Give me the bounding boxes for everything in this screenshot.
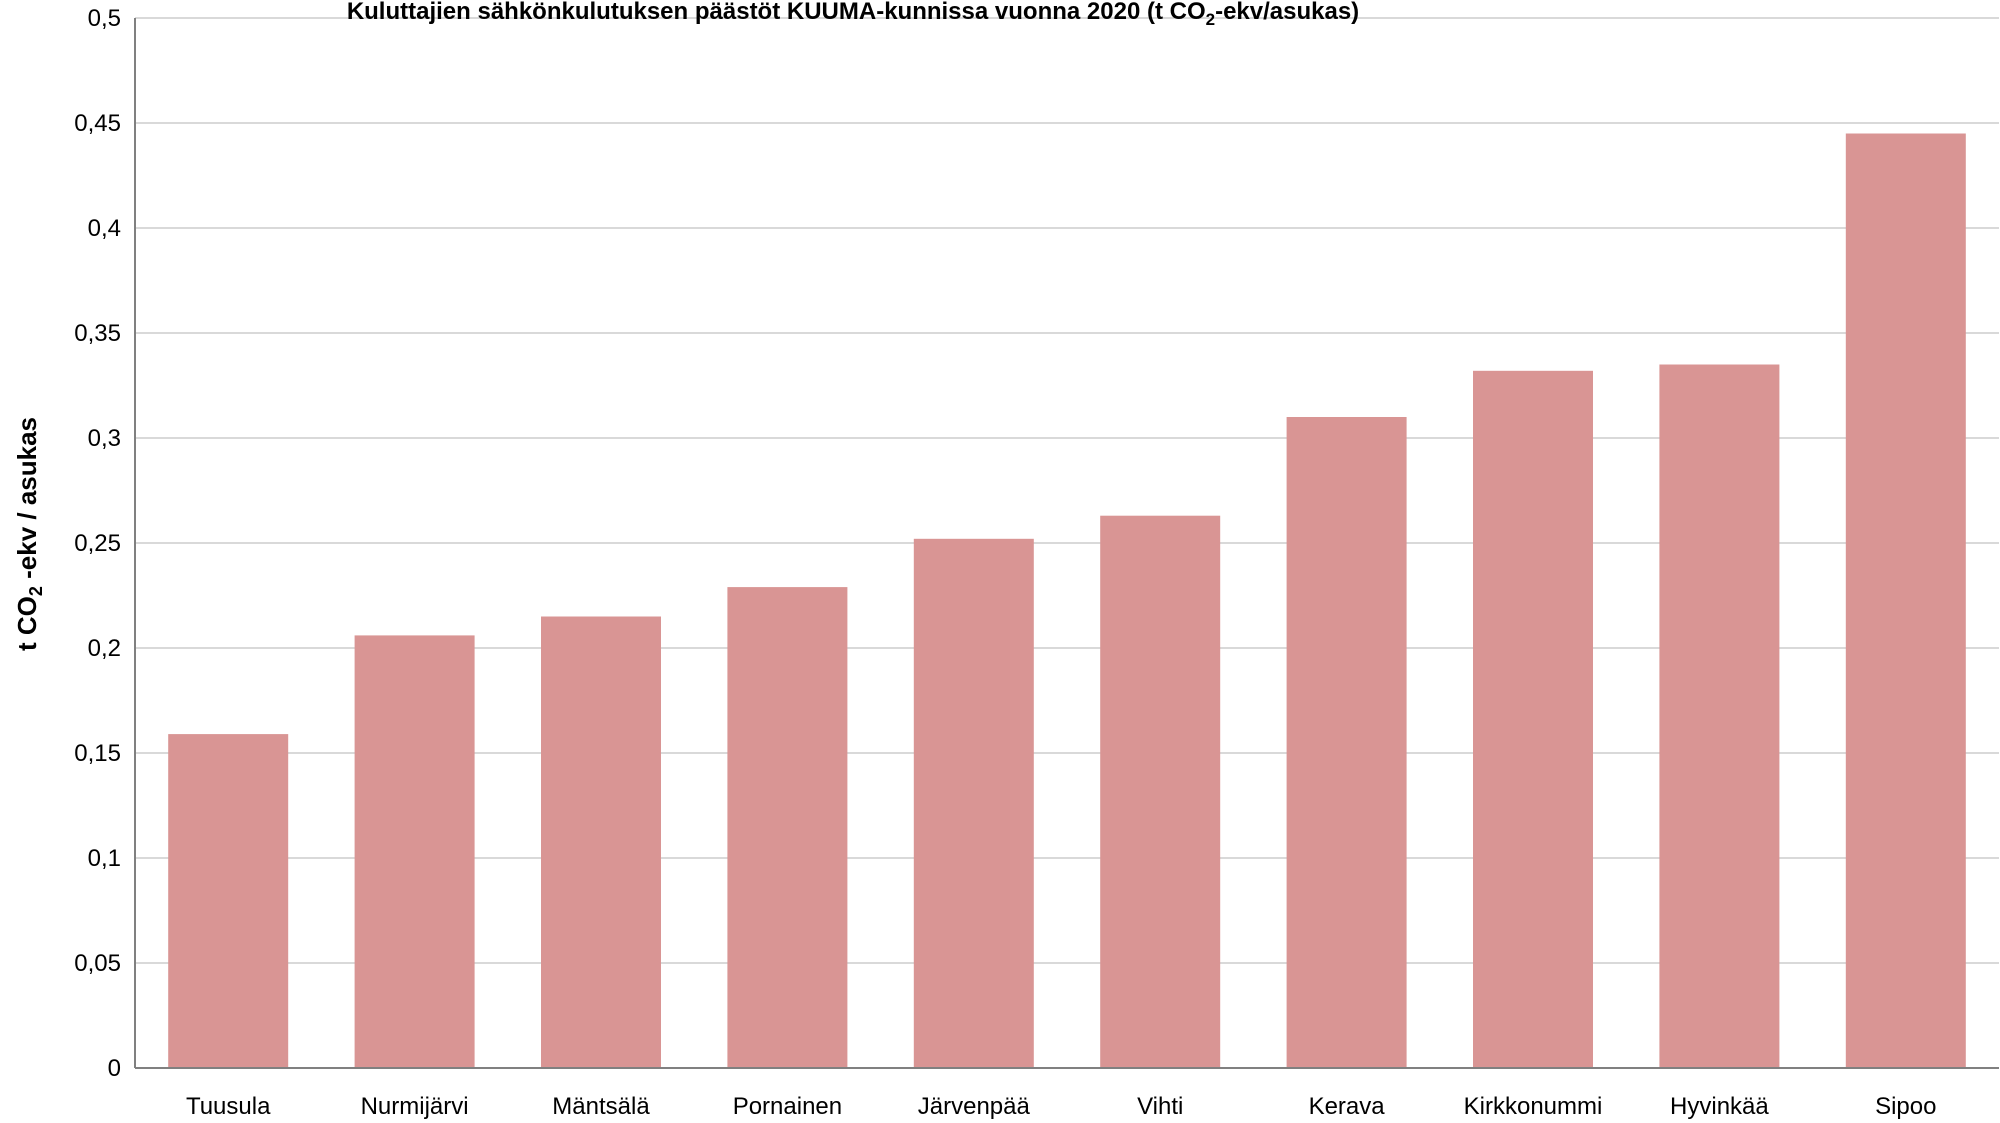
bar xyxy=(541,616,661,1068)
y-axis-label: t CO2 -ekv / asukas xyxy=(12,417,46,651)
x-category-label: Vihti xyxy=(1137,1093,1183,1120)
y-tick-label: 0,05 xyxy=(74,950,121,977)
axes xyxy=(134,18,1999,1069)
y-tick-label: 0,2 xyxy=(88,635,121,662)
bar xyxy=(913,538,1034,1068)
bar xyxy=(1286,417,1407,1068)
bar xyxy=(354,635,475,1068)
bar xyxy=(1845,133,1966,1068)
x-category-label: Tuusula xyxy=(186,1093,271,1120)
x-category-label: Sipoo xyxy=(1875,1093,1936,1120)
x-category-label: Kerava xyxy=(1309,1093,1386,1120)
bar xyxy=(1473,370,1593,1068)
y-tick-label: 0,5 xyxy=(88,5,121,32)
x-category-label: Kirkkonummi xyxy=(1464,1093,1603,1120)
y-tick-label: 0,15 xyxy=(74,740,121,767)
bar xyxy=(1100,515,1221,1068)
y-tick-label: 0,1 xyxy=(88,845,121,872)
x-category-label: Nurmijärvi xyxy=(361,1093,469,1120)
x-category-label: Pornainen xyxy=(733,1093,842,1120)
bars xyxy=(168,133,1966,1068)
y-tick-label: 0,45 xyxy=(74,110,121,137)
y-tick-labels: 0 0,05 0,1 0,15 0,2 0,25 0,3 0,35 0,4 0,45 0,5 xyxy=(74,5,121,1082)
y-tick-label: 0,35 xyxy=(74,320,121,347)
bar xyxy=(168,734,289,1068)
y-tick-label: 0,4 xyxy=(88,215,121,242)
x-category-label: Hyvinkää xyxy=(1670,1093,1769,1120)
y-tick-label: 0,3 xyxy=(88,425,121,452)
y-tick-label: 0 xyxy=(108,1055,121,1082)
x-category-labels: Tuusula Nurmijärvi Mäntsälä Pornainen Järven… xyxy=(186,1093,1937,1120)
bar xyxy=(1659,364,1780,1068)
bar xyxy=(727,587,848,1068)
x-category-label: Järvenpää xyxy=(918,1093,1031,1120)
y-tick-label: 0,25 xyxy=(74,530,121,557)
chart-title: Kuluttajien sähkönkulutuksen päästöt KUU… xyxy=(347,0,1359,29)
x-category-label: Mäntsälä xyxy=(552,1093,650,1120)
